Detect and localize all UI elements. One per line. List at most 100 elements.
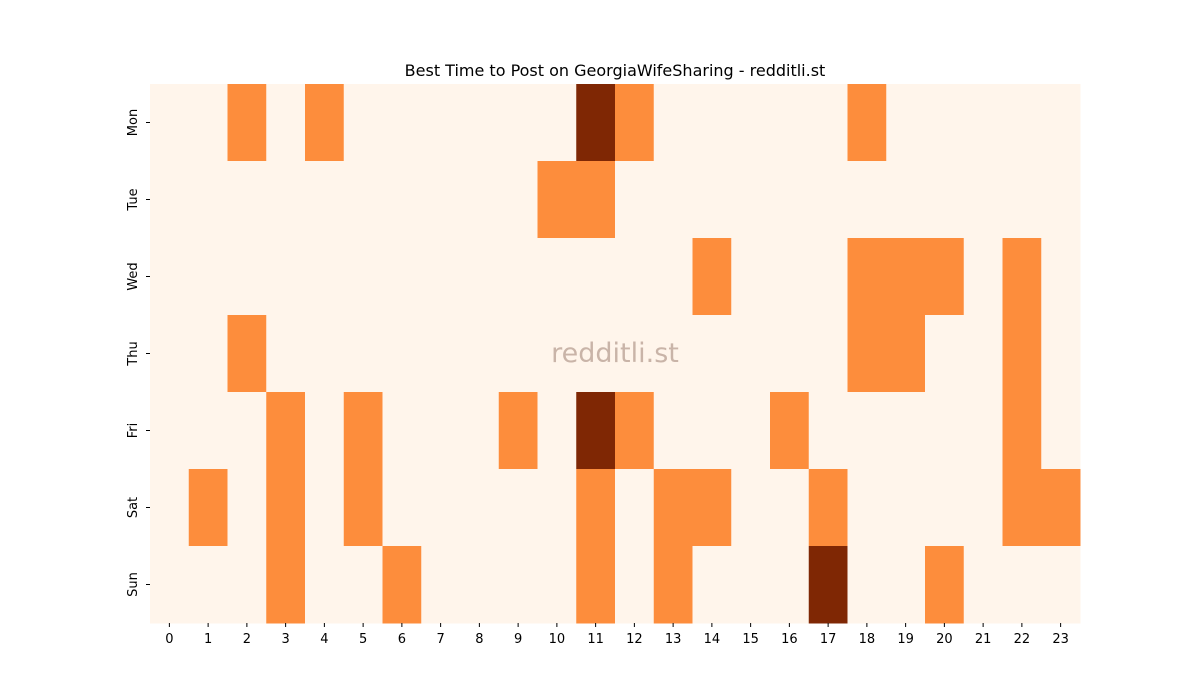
heatmap-cell <box>808 392 848 470</box>
heatmap-cell <box>537 392 577 470</box>
heatmap-cell <box>886 315 926 393</box>
heatmap-cell <box>227 546 267 624</box>
heatmap-cell <box>421 161 461 239</box>
heatmap-cell <box>731 546 771 624</box>
heatmap-cell <box>770 469 810 547</box>
heatmap-cell <box>1002 84 1042 162</box>
heatmap-cell <box>343 546 383 624</box>
heatmap-cell <box>1041 161 1081 239</box>
heatmap-cell <box>421 238 461 316</box>
heatmap-cell <box>460 161 500 239</box>
x-tick-label: 15 <box>742 632 759 647</box>
x-tick-label: 18 <box>859 632 876 647</box>
heatmap-cell <box>576 546 616 624</box>
heatmap-cell <box>266 392 306 470</box>
heatmap-cell <box>886 238 926 316</box>
heatmap-cell <box>963 84 1003 162</box>
heatmap-cell <box>537 546 577 624</box>
heatmap-cell <box>886 392 926 470</box>
heatmap-cell <box>847 392 887 470</box>
heatmap-cell <box>421 546 461 624</box>
heatmap-cell <box>227 238 267 316</box>
heatmap-cell <box>925 392 965 470</box>
heatmap-cell <box>1002 315 1042 393</box>
heatmap-cell <box>460 84 500 162</box>
heatmap-cell <box>692 392 732 470</box>
heatmap-cell <box>808 315 848 393</box>
heatmap-cell <box>615 469 655 547</box>
heatmap-cell <box>343 238 383 316</box>
x-tick-label: 8 <box>475 632 483 647</box>
x-tick-label: 16 <box>781 632 798 647</box>
heatmap-cell <box>886 161 926 239</box>
y-tick-label: Wed <box>126 262 141 290</box>
heatmap-cell <box>731 392 771 470</box>
heatmap-cell <box>382 161 422 239</box>
x-tick-label: 19 <box>897 632 914 647</box>
heatmap-cell <box>343 161 383 239</box>
heatmap-cell <box>1041 546 1081 624</box>
heatmap-cell <box>731 238 771 316</box>
heatmap-cell <box>963 392 1003 470</box>
heatmap-cell <box>963 315 1003 393</box>
heatmap-cell <box>731 315 771 393</box>
heatmap-cell <box>382 469 422 547</box>
heatmap-cell <box>305 469 345 547</box>
heatmap-cell <box>886 84 926 162</box>
heatmap-cell <box>382 392 422 470</box>
heatmap-cell <box>305 546 345 624</box>
heatmap-cell <box>808 161 848 239</box>
heatmap-cell <box>421 84 461 162</box>
heatmap-cell <box>653 84 693 162</box>
heatmap-cell <box>1041 315 1081 393</box>
heatmap-cell <box>537 161 577 239</box>
heatmap-cell <box>925 84 965 162</box>
heatmap-cell <box>615 84 655 162</box>
x-tick-label: 2 <box>243 632 251 647</box>
heatmap-cell <box>847 238 887 316</box>
heatmap-cell <box>731 469 771 547</box>
heatmap-cell <box>188 315 228 393</box>
heatmap-cell <box>615 315 655 393</box>
heatmap-cell <box>266 315 306 393</box>
heatmap-cell <box>963 546 1003 624</box>
heatmap-cell <box>1041 84 1081 162</box>
heatmap-cell <box>925 161 965 239</box>
heatmap-cell <box>615 238 655 316</box>
heatmap-cell <box>925 238 965 316</box>
heatmap-cell <box>963 161 1003 239</box>
heatmap-cell <box>576 469 616 547</box>
heatmap-cell <box>460 238 500 316</box>
heatmap-cells <box>150 84 1081 624</box>
heatmap-cell <box>847 161 887 239</box>
heatmap-cell <box>150 238 190 316</box>
heatmap-cell <box>498 315 538 393</box>
heatmap-cell <box>498 469 538 547</box>
heatmap-cell <box>808 84 848 162</box>
heatmap-cell <box>653 238 693 316</box>
x-tick-label: 3 <box>281 632 289 647</box>
heatmap-cell <box>266 546 306 624</box>
x-tick-label: 11 <box>587 632 604 647</box>
heatmap-cell <box>150 546 190 624</box>
heatmap-cell <box>576 392 616 470</box>
x-tick-label: 6 <box>398 632 406 647</box>
heatmap-cell <box>227 161 267 239</box>
heatmap-cell <box>537 315 577 393</box>
heatmap-cell <box>343 392 383 470</box>
heatmap-cell <box>770 546 810 624</box>
heatmap-cell <box>886 469 926 547</box>
heatmap-cell <box>770 392 810 470</box>
heatmap-cell <box>266 469 306 547</box>
heatmap-cell <box>653 469 693 547</box>
heatmap-cell <box>266 161 306 239</box>
heatmap-cell <box>498 392 538 470</box>
x-tick-label: 13 <box>665 632 682 647</box>
x-tick-label: 14 <box>704 632 721 647</box>
heatmap-cell <box>1002 161 1042 239</box>
heatmap-cell <box>692 161 732 239</box>
heatmap-cell <box>188 84 228 162</box>
heatmap-cell <box>692 469 732 547</box>
heatmap-cell <box>615 161 655 239</box>
heatmap-cell <box>576 84 616 162</box>
